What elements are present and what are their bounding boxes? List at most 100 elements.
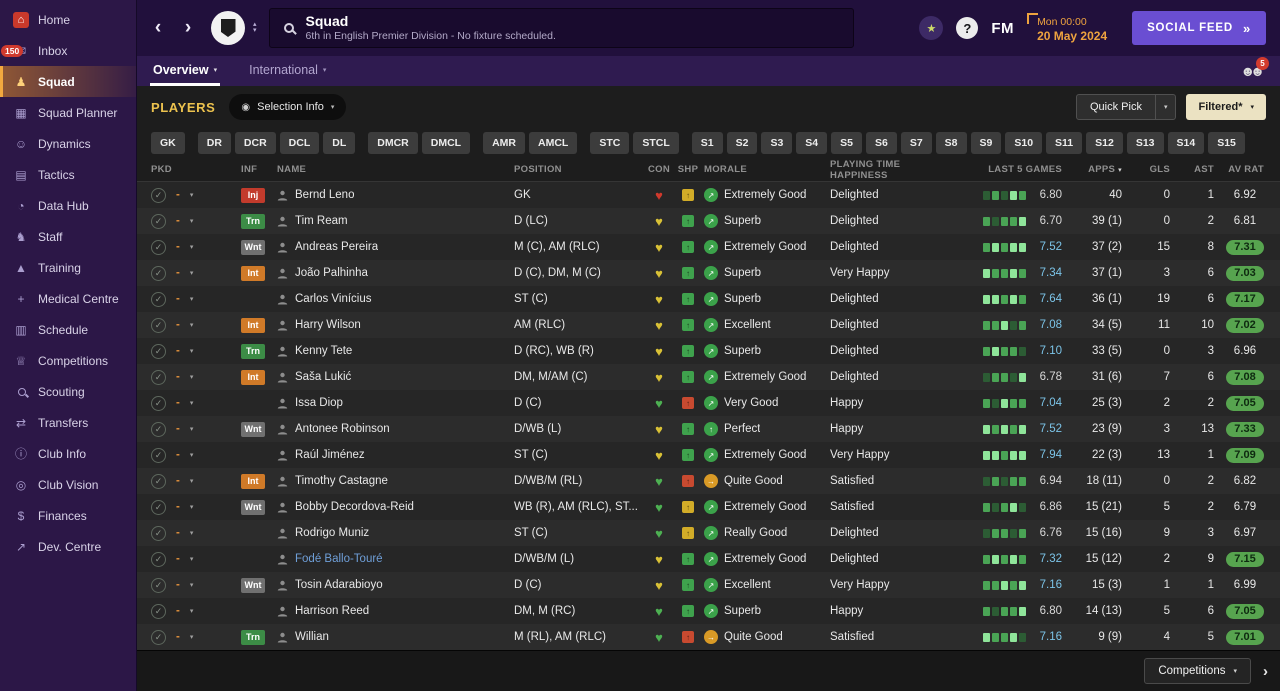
player-name[interactable]: Harry Wilson bbox=[295, 319, 361, 331]
col-gls[interactable]: GLS bbox=[1149, 164, 1170, 175]
row-dropdown-chevron-icon[interactable]: ▾ bbox=[189, 504, 194, 511]
col-playing-time-happiness[interactable]: PLAYING TIME HAPPINESS bbox=[830, 158, 901, 181]
position-filter-s8[interactable]: S8 bbox=[935, 132, 967, 154]
row-dropdown-chevron-icon[interactable]: ▾ bbox=[189, 426, 194, 433]
next-screen-arrow[interactable]: › bbox=[1263, 662, 1268, 680]
player-name[interactable]: Bobby Decordova-Reid bbox=[295, 501, 414, 513]
col-apps[interactable]: APPS ▾ bbox=[1068, 164, 1130, 175]
info-badge[interactable]: Int bbox=[241, 369, 265, 385]
chevron-down-icon[interactable]: ▾ bbox=[1154, 95, 1176, 119]
info-badge[interactable]: Wnt bbox=[241, 239, 265, 255]
title-search-box[interactable]: Squad 6th in English Premier Division - … bbox=[268, 8, 854, 48]
col-last-5-games[interactable]: LAST 5 GAMES bbox=[988, 164, 1062, 175]
info-badge[interactable]: Trn bbox=[241, 343, 265, 359]
col-position[interactable]: POSITION bbox=[514, 164, 562, 175]
table-row[interactable]: ✓ - ▾ Int João Palhinha D (C), DM, M (C)… bbox=[137, 260, 1280, 286]
table-row[interactable]: ✓ - ▾ Wnt Antonee Robinson D/WB (L) ♥ ↑ … bbox=[137, 416, 1280, 442]
table-row[interactable]: ✓ - ▾ Trn Tim Ream D (LC) ♥ ↗ Superb Del… bbox=[137, 208, 1280, 234]
position-filter-s12[interactable]: S12 bbox=[1086, 132, 1123, 154]
picked-check-icon[interactable]: ✓ bbox=[151, 369, 166, 385]
position-filter-s5[interactable]: S5 bbox=[831, 132, 862, 154]
position-filter-s10[interactable]: S10 bbox=[1005, 132, 1043, 154]
col-morale[interactable]: MORALE bbox=[704, 164, 747, 175]
row-dropdown-chevron-icon[interactable]: ▾ bbox=[189, 192, 194, 199]
tab-overview[interactable]: Overview ▾ bbox=[150, 56, 221, 86]
row-dropdown-chevron-icon[interactable]: ▾ bbox=[189, 556, 194, 563]
position-filter-s7[interactable]: S7 bbox=[900, 132, 932, 154]
sidebar-item-finances[interactable]: $ Finances bbox=[0, 500, 136, 531]
back-button[interactable]: ‹ bbox=[154, 17, 162, 38]
picked-check-icon[interactable]: ✓ bbox=[151, 395, 166, 411]
picked-check-icon[interactable]: ✓ bbox=[151, 447, 166, 463]
info-badge[interactable]: Wnt bbox=[241, 577, 265, 593]
row-dropdown-chevron-icon[interactable]: ▾ bbox=[189, 348, 194, 355]
table-row[interactable]: ✓ - ▾ Wnt Andreas Pereira M (C), AM (RLC… bbox=[137, 234, 1280, 260]
col-con[interactable]: CON bbox=[647, 164, 670, 175]
picked-check-icon[interactable]: ✓ bbox=[151, 473, 166, 489]
player-name[interactable]: Rodrigo Muniz bbox=[295, 527, 370, 539]
player-name[interactable]: João Palhinha bbox=[295, 267, 368, 279]
col-av-rat[interactable]: AV RAT bbox=[1228, 164, 1264, 175]
row-dropdown-chevron-icon[interactable]: ▾ bbox=[189, 218, 194, 225]
picked-check-icon[interactable]: ✓ bbox=[151, 317, 166, 333]
col-shp[interactable]: SHP bbox=[677, 164, 699, 175]
position-filter-dcl[interactable]: DCL bbox=[279, 132, 320, 154]
position-filter-s13[interactable]: S13 bbox=[1126, 132, 1164, 154]
sidebar-item-dev-centre[interactable]: ↗ Dev. Centre bbox=[0, 531, 136, 562]
position-filter-s9[interactable]: S9 bbox=[970, 132, 1002, 154]
position-filter-s15[interactable]: S15 bbox=[1208, 132, 1245, 154]
position-filter-s6[interactable]: S6 bbox=[865, 132, 897, 154]
picked-check-icon[interactable]: ✓ bbox=[151, 551, 166, 567]
picked-check-icon[interactable]: ✓ bbox=[151, 525, 166, 541]
picked-check-icon[interactable]: ✓ bbox=[151, 239, 166, 255]
row-dropdown-chevron-icon[interactable]: ▾ bbox=[189, 478, 194, 485]
position-filter-s2[interactable]: S2 bbox=[726, 132, 758, 154]
player-name[interactable]: Saša Lukić bbox=[295, 371, 352, 383]
col-ast[interactable]: AST bbox=[1194, 164, 1214, 175]
position-filter-gk[interactable]: GK bbox=[151, 132, 185, 154]
table-row[interactable]: ✓ - ▾ Int Saša Lukić DM, M/AM (C) ♥ ↗ Ex… bbox=[137, 364, 1280, 390]
picked-check-icon[interactable]: ✓ bbox=[151, 603, 166, 619]
player-name[interactable]: Tosin Adarabioyo bbox=[295, 579, 383, 591]
row-dropdown-chevron-icon[interactable]: ▾ bbox=[189, 452, 194, 459]
row-dropdown-chevron-icon[interactable]: ▾ bbox=[189, 608, 194, 615]
table-row[interactable]: ✓ - ▾ Trn Kenny Tete D (RC), WB (R) ♥ ↗ … bbox=[137, 338, 1280, 364]
player-name[interactable]: Andreas Pereira bbox=[295, 241, 379, 253]
picked-check-icon[interactable]: ✓ bbox=[151, 499, 166, 515]
position-filter-s4[interactable]: S4 bbox=[796, 132, 828, 154]
table-row[interactable]: ✓ - ▾ Wnt Tosin Adarabioyo D (C) ♥ ↗ Exc… bbox=[137, 572, 1280, 598]
row-dropdown-chevron-icon[interactable]: ▾ bbox=[189, 322, 194, 329]
col-pkd[interactable]: PKD bbox=[151, 164, 172, 175]
table-row[interactable]: ✓ - ▾ Inj Bernd Leno GK ♥ ↗ Extremely Go… bbox=[137, 182, 1280, 208]
player-name[interactable]: Fodé Ballo-Touré bbox=[295, 553, 383, 565]
selection-info-dropdown[interactable]: ◉ Selection Info ▾ bbox=[229, 94, 347, 120]
sidebar-item-squad[interactable]: ♟ Squad bbox=[0, 66, 136, 97]
table-row[interactable]: ✓ - ▾ Wnt Bobby Decordova-Reid WB (R), A… bbox=[137, 494, 1280, 520]
world-icon[interactable]: ★ bbox=[919, 16, 944, 40]
sidebar-item-staff[interactable]: ♞ Staff bbox=[0, 221, 136, 252]
player-name[interactable]: Timothy Castagne bbox=[295, 475, 388, 487]
picked-check-icon[interactable]: ✓ bbox=[151, 291, 166, 307]
player-name[interactable]: Harrison Reed bbox=[295, 605, 370, 617]
sidebar-item-home[interactable]: ⌂ Home bbox=[0, 4, 136, 35]
col-inf[interactable]: INF bbox=[241, 164, 258, 175]
sidebar-item-club-vision[interactable]: ◎ Club Vision bbox=[0, 469, 136, 500]
row-dropdown-chevron-icon[interactable]: ▾ bbox=[189, 296, 194, 303]
competitions-dropdown[interactable]: Competitions ▾ bbox=[1144, 658, 1251, 684]
player-name[interactable]: Carlos Vinícius bbox=[295, 293, 372, 305]
table-row[interactable]: ✓ - ▾ Int Timothy Castagne D/WB/M (RL) ♥… bbox=[137, 468, 1280, 494]
row-dropdown-chevron-icon[interactable]: ▾ bbox=[189, 634, 194, 641]
picked-check-icon[interactable]: ✓ bbox=[151, 265, 166, 281]
table-row[interactable]: ✓ - ▾ Issa Diop D (C) ♥ ↗ Very Good Happ… bbox=[137, 390, 1280, 416]
sidebar-item-tactics[interactable]: ▤ Tactics bbox=[0, 159, 136, 190]
position-filter-dmcr[interactable]: DMCR bbox=[368, 132, 418, 154]
forward-button[interactable]: › bbox=[184, 17, 192, 38]
help-button[interactable]: ? bbox=[956, 17, 979, 39]
position-filter-amcl[interactable]: AMCL bbox=[529, 132, 578, 154]
table-row[interactable]: ✓ - ▾ Carlos Vinícius ST (C) ♥ ↗ Superb … bbox=[137, 286, 1280, 312]
player-name[interactable]: Willian bbox=[295, 631, 329, 643]
picked-check-icon[interactable]: ✓ bbox=[151, 577, 166, 593]
info-badge[interactable]: Int bbox=[241, 473, 265, 489]
player-name[interactable]: Issa Diop bbox=[295, 397, 343, 409]
info-badge[interactable]: Wnt bbox=[241, 499, 265, 515]
